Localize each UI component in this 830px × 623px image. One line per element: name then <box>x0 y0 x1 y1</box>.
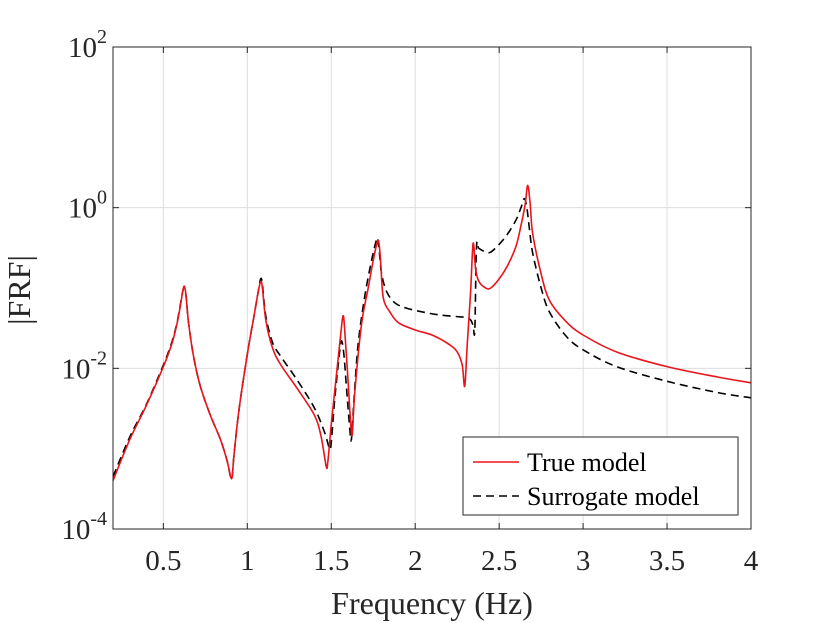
y-tick-label: 10-4 <box>61 508 107 546</box>
y-tick-exponent: 2 <box>97 26 107 48</box>
y-tick-base: 10 <box>61 514 90 546</box>
x-tick-label: 3 <box>576 545 591 577</box>
y-tick-base: 10 <box>68 193 97 225</box>
x-tick-label: 3.5 <box>649 545 685 577</box>
y-tick-label: 102 <box>68 26 107 64</box>
tick-marks <box>113 46 752 530</box>
y-tick-base: 10 <box>61 353 90 385</box>
y-tick-exponent: 0 <box>97 187 107 209</box>
series-line-true-model <box>113 184 751 481</box>
axes-box <box>112 46 752 530</box>
y-tick-label: 100 <box>68 187 107 225</box>
x-tick-label: 0.5 <box>145 545 181 577</box>
x-tick-label: 4 <box>744 545 759 577</box>
x-tick-labels: 0.5 1 1.5 2 2.5 3 3.5 4 <box>145 545 759 577</box>
y-tick-label: 10-2 <box>61 347 107 385</box>
y-tick-exponent: -4 <box>90 508 107 530</box>
x-tick-label: 2.5 <box>481 545 517 577</box>
y-tick-exponent: -2 <box>90 347 107 369</box>
y-tick-base: 10 <box>68 32 97 64</box>
x-tick-label: 1 <box>240 545 255 577</box>
x-axis-label: Frequency (Hz) <box>331 585 533 621</box>
x-tick-label: 1.5 <box>313 545 349 577</box>
legend-label-true-model: True model <box>527 448 647 477</box>
legend-box <box>462 436 739 516</box>
legend-label-surrogate-model: Surrogate model <box>527 482 700 511</box>
x-tick-label: 2 <box>408 545 423 577</box>
series-lines <box>113 184 751 481</box>
y-axis-label: |FRF| <box>1 255 37 325</box>
legend: True model Surrogate model <box>462 436 739 516</box>
